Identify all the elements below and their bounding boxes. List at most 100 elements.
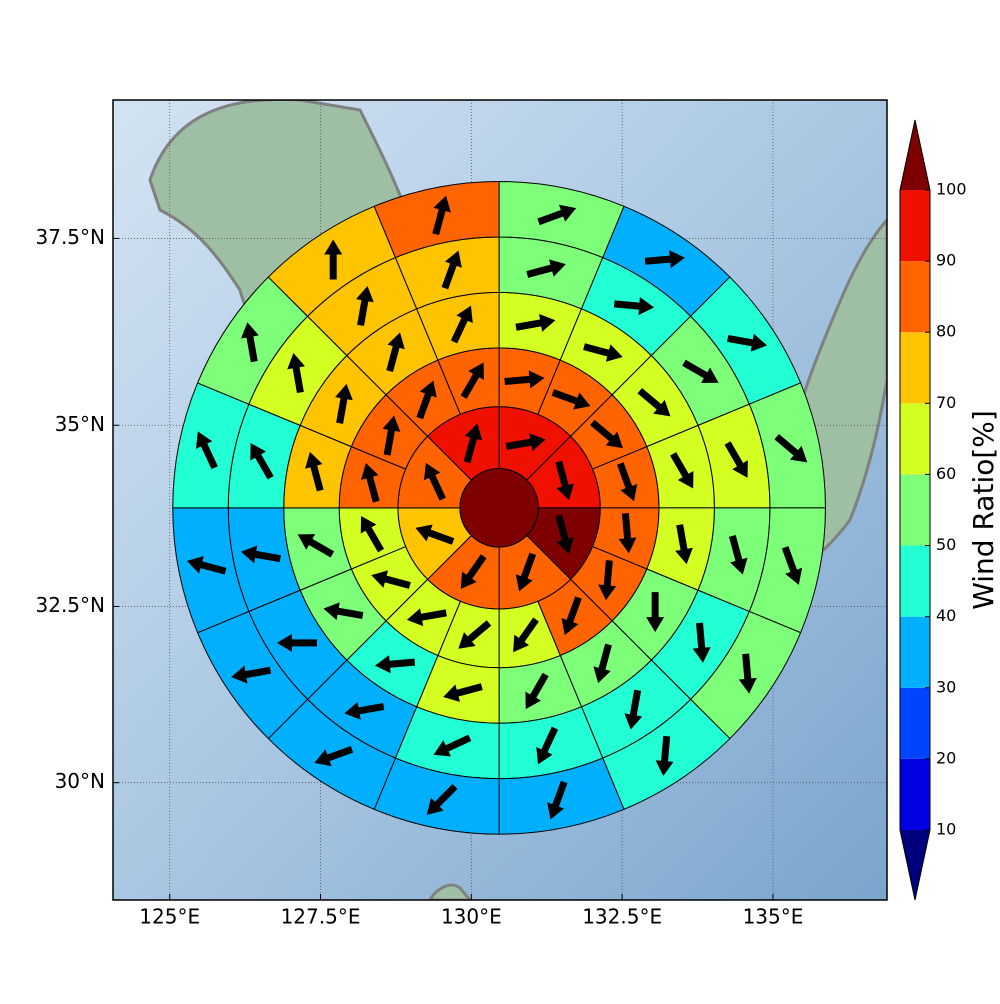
colorbar-extend-high xyxy=(900,120,930,190)
wind-arrow xyxy=(598,560,617,601)
wind-arrow xyxy=(195,431,218,470)
wind-arrow xyxy=(525,672,549,710)
y-tick-label: 32.5°N xyxy=(36,593,106,617)
wind-arrow xyxy=(515,314,556,332)
center-disk xyxy=(459,468,539,548)
sectors xyxy=(172,180,826,835)
wind-arrow xyxy=(458,620,492,649)
colorbar-tick-label: 40 xyxy=(936,606,956,625)
wind-arrow xyxy=(186,556,227,575)
colorbar-bin xyxy=(900,190,930,262)
colorbar-extend-low xyxy=(900,830,930,900)
y-tick-label: 35°N xyxy=(55,412,105,436)
wind-arrow xyxy=(406,608,447,627)
land-island xyxy=(428,883,472,900)
wind-arrow xyxy=(335,383,353,424)
arrows xyxy=(186,195,808,820)
wind-arrow xyxy=(424,462,446,501)
wind-arrow xyxy=(305,451,324,492)
colorbar-bin xyxy=(900,403,930,475)
wind-arrow xyxy=(374,655,416,674)
y-tick-label: 37.5°N xyxy=(36,225,106,249)
wind-arrow xyxy=(241,322,259,363)
colorbar-tick-label: 90 xyxy=(936,251,956,270)
wind-arrow xyxy=(356,285,374,326)
wind-arrow xyxy=(463,423,483,464)
wind-arrow xyxy=(415,524,455,545)
wind-arrow xyxy=(774,434,808,463)
wind-arrow xyxy=(324,239,343,280)
wind-arrow xyxy=(637,388,671,417)
wind-arrow xyxy=(593,643,612,684)
wind-arrow xyxy=(724,441,748,478)
colorbar-bin xyxy=(900,687,930,759)
colorbar-tick-label: 80 xyxy=(936,322,956,341)
wind-arrow xyxy=(551,389,591,410)
wind-arrow xyxy=(450,305,473,344)
wind-arrow xyxy=(504,370,545,389)
wind-arrow xyxy=(433,734,472,757)
colorbar-tick-label: 70 xyxy=(936,393,956,412)
colorbar-tick-label: 30 xyxy=(936,677,956,696)
wind-arrow xyxy=(386,332,405,373)
wind-arrow xyxy=(555,514,574,554)
wind-arrow xyxy=(441,250,462,290)
wind-arrow xyxy=(682,359,719,384)
x-tick-label: 132.5°E xyxy=(582,905,662,929)
plot-frame xyxy=(112,99,888,901)
colorbar-bin xyxy=(900,758,930,830)
wind-arrow xyxy=(728,535,748,575)
wind-arrow xyxy=(460,554,487,590)
wind-arrow xyxy=(361,463,380,503)
colorbar-tick-label: 60 xyxy=(936,464,956,483)
colorbar-bin xyxy=(900,474,930,546)
colorbar-bin xyxy=(900,616,930,688)
wind-arrow xyxy=(646,592,665,633)
wind-arrow xyxy=(618,513,637,554)
wind-arrow xyxy=(616,462,638,502)
wind-arrow xyxy=(727,333,768,352)
wind-arrow xyxy=(344,701,385,720)
wind-arrow xyxy=(515,552,537,592)
colorbar-tick-label: 10 xyxy=(936,820,956,839)
wind-arrow xyxy=(692,622,711,663)
wind-arrow xyxy=(416,380,437,420)
wind-arrow xyxy=(297,534,335,558)
wind-arrow xyxy=(670,452,694,489)
x-tick-label: 125°E xyxy=(139,905,200,929)
colorbar-tick-label: 20 xyxy=(936,748,956,767)
colorbar-bin xyxy=(900,261,930,333)
wind-arrow xyxy=(675,524,693,565)
colorbar-tick-label: 50 xyxy=(936,535,956,554)
x-tick-label: 135°E xyxy=(743,905,804,929)
wind-arrow xyxy=(231,665,272,684)
wind-arrow xyxy=(505,433,546,451)
x-tick-label: 127.5°E xyxy=(281,905,361,929)
wind-arrow xyxy=(314,745,354,767)
wind-arrow xyxy=(738,653,757,694)
wind-arrow xyxy=(644,250,685,269)
wind-arrow xyxy=(426,784,458,815)
wind-arrow xyxy=(323,602,364,621)
wind-arrow xyxy=(547,780,568,820)
x-tick-label: 130°E xyxy=(441,905,502,929)
colorbar-tick-label: 100 xyxy=(936,180,967,199)
colorbar: 10 20 30 40 50 60 70 80 90 100 Wind Ratio[%] xyxy=(899,119,1000,901)
wind-arrow xyxy=(526,259,566,278)
wind-arrow xyxy=(443,683,483,702)
ticks: 125°E 127.5°E 130°E 132.5°E 135°E 30°N 32.5°N 3… xyxy=(36,225,804,929)
wind-arrow xyxy=(287,353,305,394)
wind-arrow xyxy=(360,515,385,553)
wind-arrow xyxy=(583,343,623,362)
wind-arrow xyxy=(371,570,411,589)
wind-arrow xyxy=(513,617,539,653)
wind-arrow xyxy=(555,460,574,501)
wind-arrow xyxy=(460,362,484,399)
wind-arrow xyxy=(781,546,803,585)
wind-arrow xyxy=(250,443,274,480)
wind-arrow xyxy=(382,415,401,456)
wind-arrow xyxy=(655,735,674,777)
wind-arrow xyxy=(561,596,582,636)
